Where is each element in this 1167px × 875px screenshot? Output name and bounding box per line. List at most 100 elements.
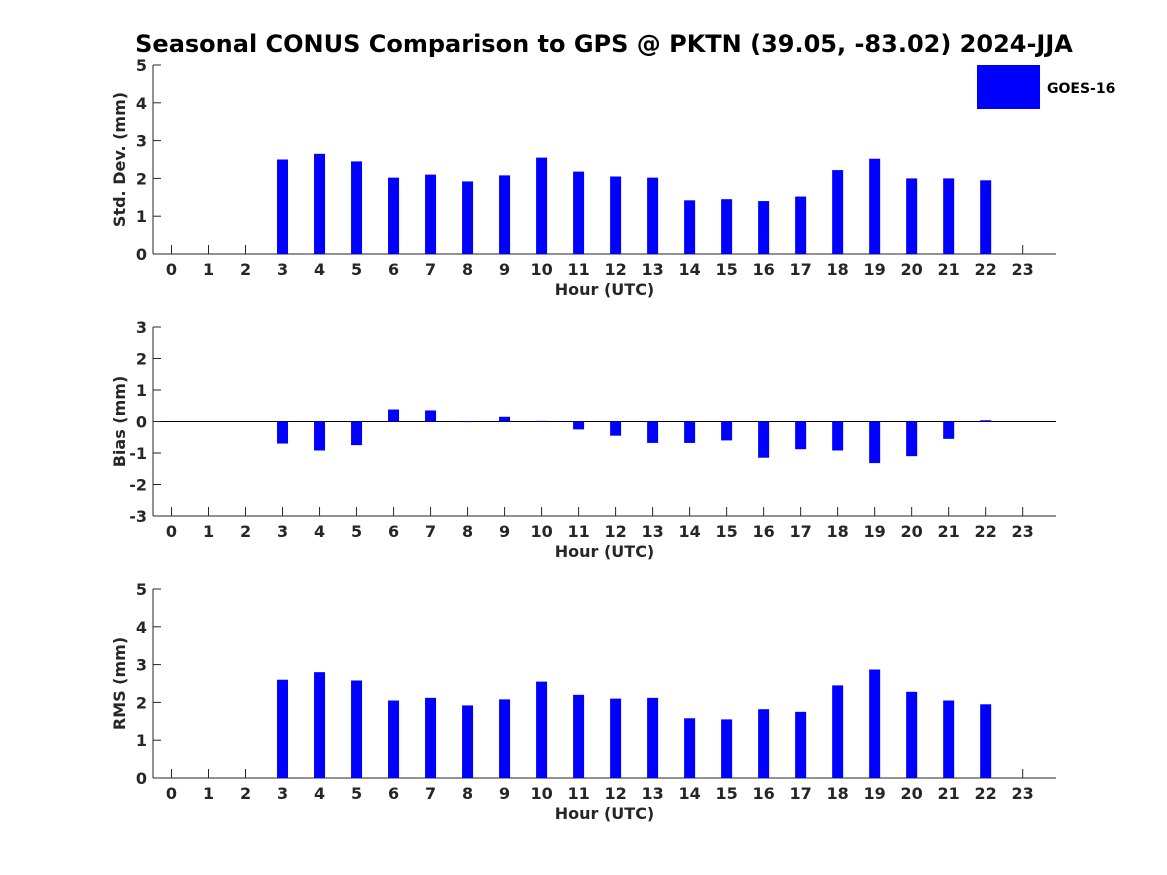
bar-hour-5	[351, 161, 363, 254]
x-tick-label: 5	[351, 784, 362, 803]
bar-hour-9	[499, 699, 511, 778]
x-tick-label: 21	[938, 260, 960, 279]
bar-hour-6	[388, 177, 400, 254]
x-tick-label: 7	[425, 522, 436, 541]
x-tick-label: 20	[901, 522, 923, 541]
x-tick-label: 23	[1012, 522, 1034, 541]
x-tick-label: 10	[530, 260, 552, 279]
bar-hour-3	[277, 159, 289, 254]
bar-hour-20	[906, 421, 918, 457]
y-tick-label: -3	[129, 507, 147, 526]
bar-hour-14	[684, 200, 696, 254]
x-tick-label: 10	[530, 784, 552, 803]
bar-hour-16	[758, 709, 770, 778]
x-tick-label: 9	[499, 260, 510, 279]
bar-hour-4	[314, 421, 326, 451]
x-tick-label: 22	[975, 522, 997, 541]
x-tick-label: 22	[975, 260, 997, 279]
x-tick-label: 4	[314, 784, 325, 803]
x-axis-label: Hour (UTC)	[555, 280, 655, 299]
x-tick-label: 17	[790, 260, 812, 279]
bar-hour-17	[795, 711, 807, 778]
bar-hour-8	[462, 421, 474, 423]
y-axis-label: Bias (mm)	[110, 376, 129, 468]
x-tick-label: 14	[678, 260, 700, 279]
bar-hour-5	[351, 680, 363, 778]
y-tick-label: 4	[136, 94, 147, 113]
bar-hour-8	[462, 181, 474, 254]
x-tick-label: 2	[240, 784, 251, 803]
bar-hour-10	[536, 157, 548, 254]
bar-hour-13	[647, 421, 659, 443]
bar-hour-21	[943, 700, 955, 778]
y-tick-label: 4	[136, 618, 147, 637]
bar-hour-19	[869, 158, 881, 254]
x-tick-label: 17	[790, 784, 812, 803]
bar-hour-13	[647, 177, 659, 254]
y-tick-label: 2	[136, 693, 147, 712]
bar-hour-14	[684, 421, 696, 443]
y-tick-label: 1	[136, 381, 147, 400]
bar-hour-12	[610, 176, 622, 254]
y-axis-label: Std. Dev. (mm)	[110, 92, 129, 227]
x-tick-label: 13	[641, 260, 663, 279]
y-tick-label: 1	[136, 731, 147, 750]
x-tick-label: 7	[425, 260, 436, 279]
bar-hour-18	[832, 685, 844, 778]
y-tick-label: -2	[129, 476, 147, 495]
y-tick-label: -1	[129, 444, 147, 463]
x-tick-label: 0	[166, 784, 177, 803]
x-tick-label: 5	[351, 260, 362, 279]
bar-hour-22	[980, 180, 992, 254]
y-tick-label: 0	[136, 245, 147, 264]
x-tick-label: 9	[499, 784, 510, 803]
bar-hour-3	[277, 679, 289, 778]
x-tick-label: 6	[388, 784, 399, 803]
x-tick-label: 15	[715, 260, 737, 279]
bar-hour-7	[425, 697, 437, 778]
y-tick-label: 0	[136, 769, 147, 788]
x-tick-label: 6	[388, 522, 399, 541]
x-tick-label: 1	[203, 784, 214, 803]
bar-hour-21	[943, 178, 955, 254]
x-tick-label: 17	[790, 522, 812, 541]
x-tick-label: 6	[388, 260, 399, 279]
x-tick-label: 4	[314, 260, 325, 279]
y-tick-label: 2	[136, 350, 147, 369]
bar-hour-4	[314, 672, 326, 778]
y-tick-label: 2	[136, 169, 147, 188]
x-tick-label: 13	[641, 522, 663, 541]
bar-hour-5	[351, 421, 363, 446]
chart-title: Seasonal CONUS Comparison to GPS @ PKTN …	[135, 30, 1073, 58]
bar-hour-22	[980, 420, 992, 422]
x-tick-label: 11	[567, 260, 589, 279]
bar-hour-10	[536, 681, 548, 778]
x-tick-label: 1	[203, 260, 214, 279]
bar-hour-20	[906, 178, 918, 254]
bar-hour-9	[499, 175, 511, 254]
x-tick-label: 12	[604, 260, 626, 279]
x-tick-label: 21	[938, 522, 960, 541]
y-tick-label: 5	[136, 56, 147, 75]
bar-hour-6	[388, 409, 400, 422]
bar-hour-8	[462, 705, 474, 778]
y-tick-label: 3	[136, 318, 147, 337]
bar-hour-11	[573, 421, 585, 430]
x-tick-label: 11	[567, 784, 589, 803]
bar-hour-7	[425, 410, 437, 422]
x-tick-label: 3	[277, 784, 288, 803]
x-tick-label: 0	[166, 260, 177, 279]
x-tick-label: 14	[678, 522, 700, 541]
x-tick-label: 10	[530, 522, 552, 541]
bar-hour-6	[388, 700, 400, 778]
y-axis-label: RMS (mm)	[110, 637, 129, 730]
x-tick-label: 12	[604, 784, 626, 803]
x-tick-label: 18	[827, 522, 849, 541]
bar-hour-17	[795, 421, 807, 450]
bar-hour-11	[573, 694, 585, 778]
x-tick-label: 3	[277, 260, 288, 279]
x-tick-label: 7	[425, 784, 436, 803]
